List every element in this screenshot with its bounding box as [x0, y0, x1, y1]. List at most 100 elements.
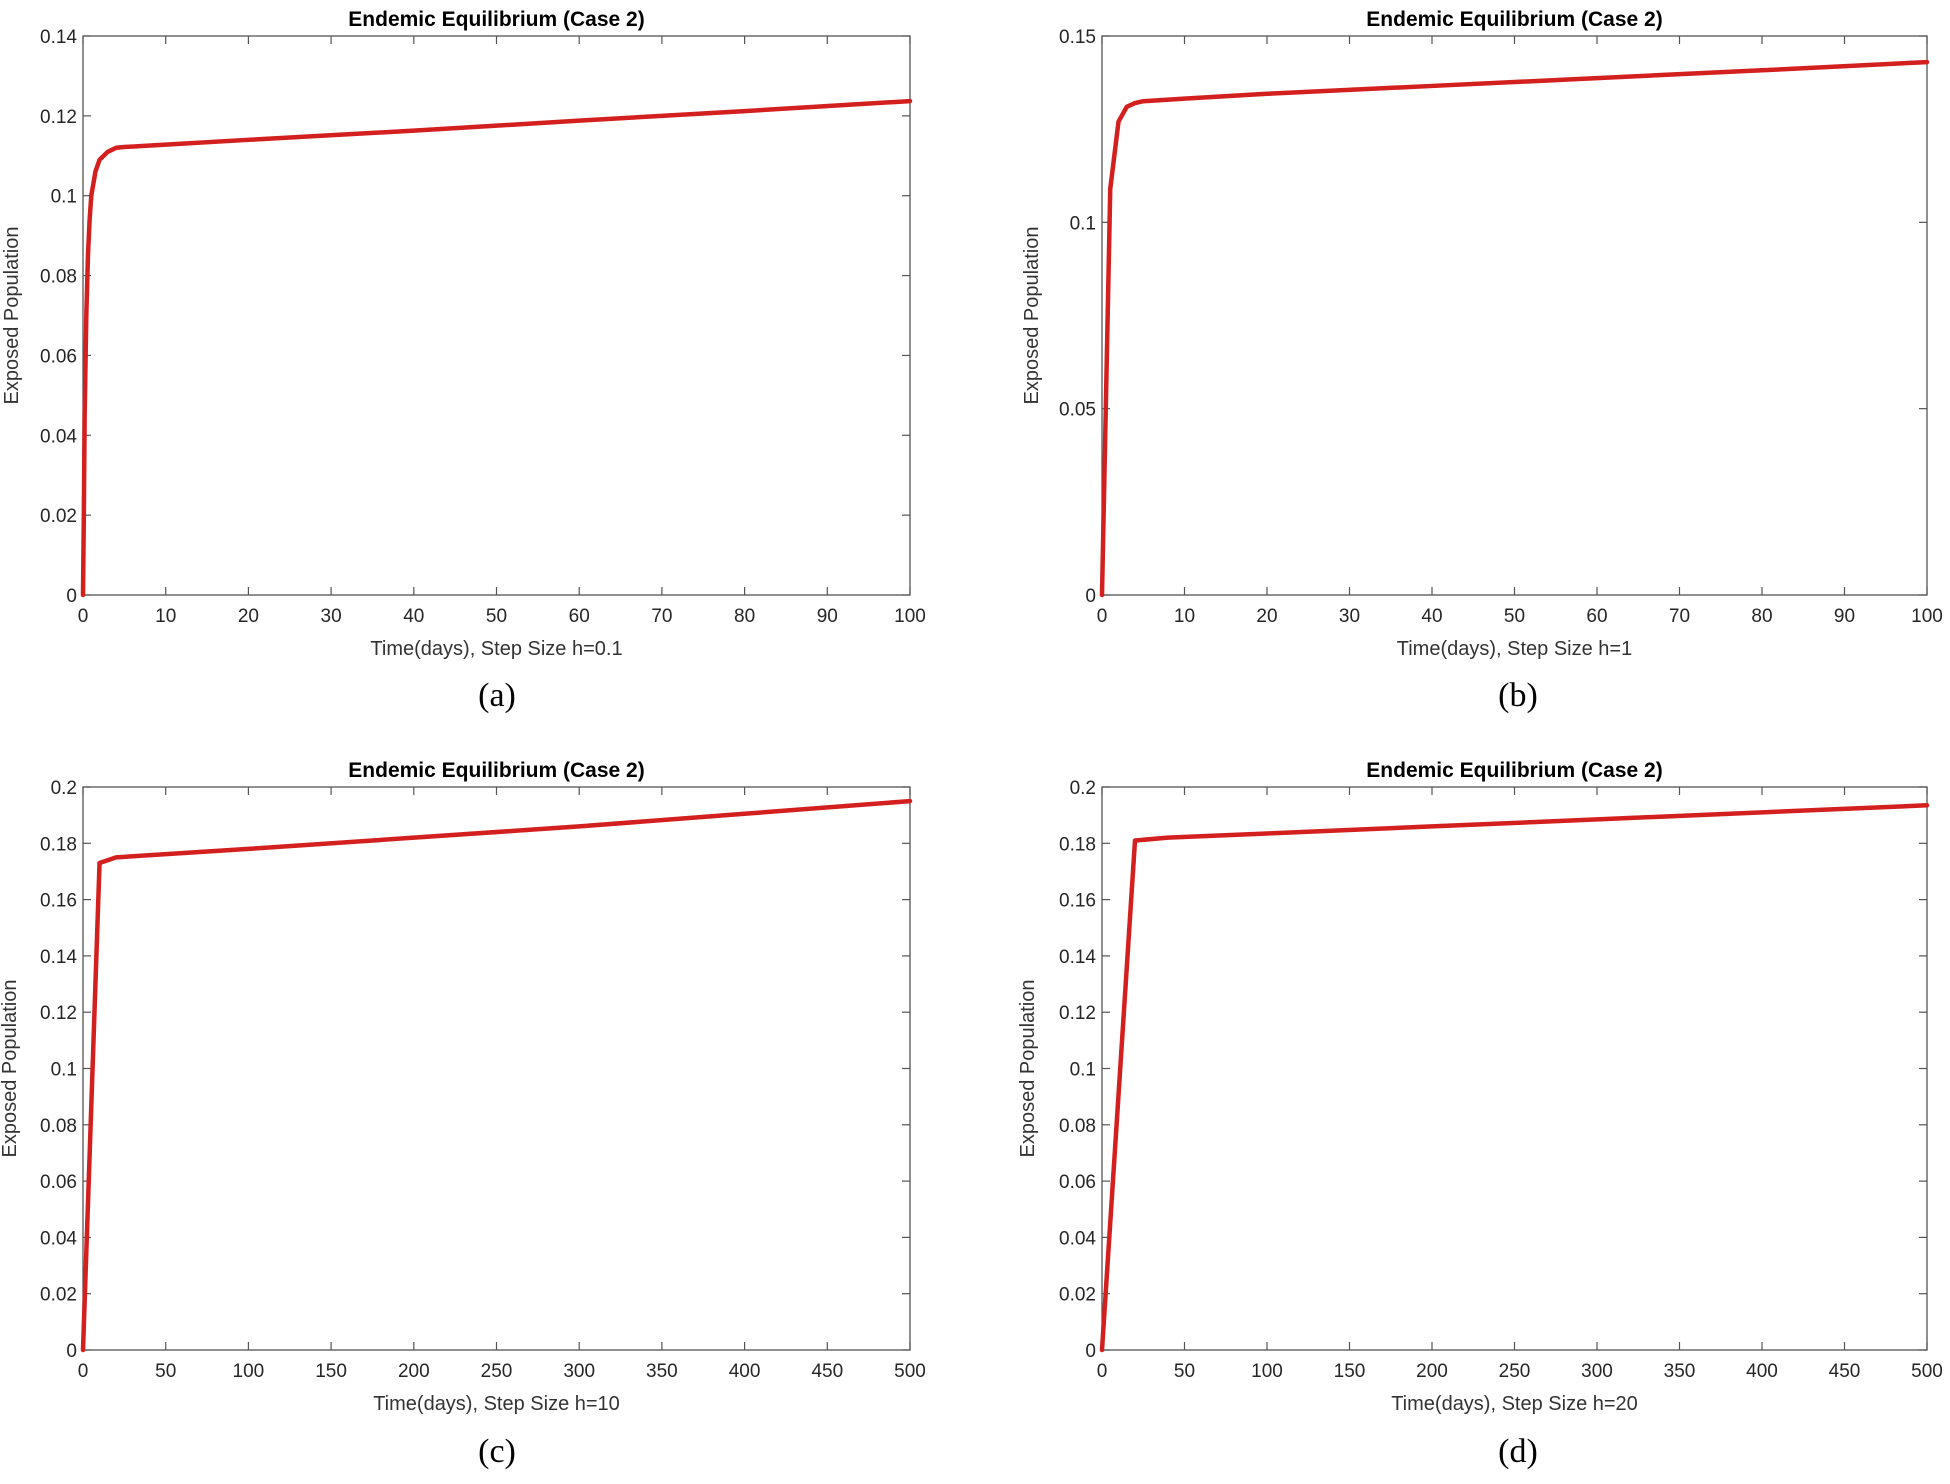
chart-title: Endemic Equilibrium (Case 2)	[348, 8, 644, 31]
y-tick-label: 0.14	[40, 947, 77, 968]
chart-title: Endemic Equilibrium (Case 2)	[1366, 759, 1662, 782]
y-tick-label: 0.18	[1059, 834, 1096, 855]
x-tick-label: 350	[1664, 1361, 1696, 1382]
y-tick-label: 0.05	[1059, 400, 1096, 421]
series-line-exposed	[1099, 803, 1930, 1353]
y-tick-label: 0.15	[1059, 27, 1096, 48]
panel-caption: (d)	[1498, 1433, 1538, 1470]
x-tick-label: 400	[729, 1361, 761, 1382]
x-tick-label: 100	[1911, 606, 1943, 627]
y-axis-label: Exposed Population	[1, 227, 23, 405]
x-tick-label: 80	[1751, 606, 1772, 627]
x-axis-label: Time(days), Step Size h=1	[1397, 638, 1632, 660]
y-tick-label: 0.12	[40, 1003, 77, 1024]
plot-frame	[1101, 786, 1928, 1351]
x-axis-label: Time(days), Step Size h=20	[1391, 1393, 1638, 1415]
y-tick-label: 0.16	[1059, 891, 1096, 912]
y-axis-label: Exposed Population	[0, 980, 21, 1158]
x-tick-label: 40	[1421, 606, 1442, 627]
x-tick-label: 60	[1586, 606, 1607, 627]
x-tick-label: 100	[1251, 1361, 1283, 1382]
x-tick-label: 100	[233, 1361, 265, 1382]
panel-caption: (a)	[478, 677, 516, 714]
x-tick-label: 90	[817, 606, 838, 627]
x-tick-label: 10	[1174, 606, 1195, 627]
x-tick-label: 70	[651, 606, 672, 627]
x-tick-label: 50	[1504, 606, 1525, 627]
x-tick-label: 70	[1669, 606, 1690, 627]
x-tick-label: 400	[1746, 1361, 1778, 1382]
x-tick-label: 450	[1829, 1361, 1861, 1382]
x-tick-label: 500	[1911, 1361, 1943, 1382]
y-tick-label: 0.2	[1070, 778, 1096, 799]
y-tick-label: 0.1	[51, 1060, 77, 1081]
y-tick-label: 0	[66, 586, 77, 607]
y-tick-label: 0.1	[1070, 1060, 1096, 1081]
x-tick-label: 50	[486, 606, 507, 627]
x-tick-label: 200	[1416, 1361, 1448, 1382]
x-tick-label: 90	[1834, 606, 1855, 627]
x-tick-label: 50	[155, 1361, 176, 1382]
x-axis-label: Time(days), Step Size h=10	[373, 1393, 620, 1415]
y-tick-label: 0.12	[40, 107, 77, 128]
y-tick-label: 0.02	[40, 1285, 77, 1306]
x-tick-label: 0	[78, 606, 89, 627]
plot-frame	[1101, 35, 1928, 596]
x-tick-label: 30	[1339, 606, 1360, 627]
x-tick-label: 40	[403, 606, 424, 627]
y-tick-label: 0.08	[1059, 1116, 1096, 1137]
x-tick-label: 350	[646, 1361, 678, 1382]
y-tick-label: 0.06	[1059, 1172, 1096, 1193]
x-tick-label: 80	[734, 606, 755, 627]
y-tick-label: 0.08	[40, 267, 77, 288]
chart-panel-d: 0 50 100 150 200 250 300 350 400 450 500 0 0.02 0.04 0…	[1017, 759, 1943, 1470]
y-tick-label: 0	[66, 1341, 77, 1362]
x-tick-label: 60	[569, 606, 590, 627]
plot-frame	[82, 786, 911, 1351]
y-tick-label: 0.1	[1070, 213, 1096, 234]
series-line-exposed	[80, 798, 913, 1353]
x-tick-label: 250	[1499, 1361, 1531, 1382]
y-tick-label: 0.04	[1059, 1228, 1096, 1249]
x-tick-label: 100	[894, 606, 926, 627]
y-tick-label: 0.08	[40, 1116, 77, 1137]
y-tick-label: 0.14	[40, 27, 77, 48]
x-axis-label: Time(days), Step Size h=0.1	[370, 638, 622, 660]
y-tick-label: 0.2	[51, 778, 77, 799]
y-axis-label: Exposed Population	[1017, 980, 1039, 1158]
x-tick-label: 10	[155, 606, 176, 627]
y-tick-label: 0.02	[1059, 1285, 1096, 1306]
x-tick-label: 150	[1334, 1361, 1366, 1382]
chart-panel-a: 0 10 20 30 40 50 60 70 80 90 100 0 0.02 0.04 0.06 0.08 0…	[1, 8, 926, 714]
y-tick-label: 0	[1085, 1341, 1096, 1362]
x-tick-label: 250	[481, 1361, 513, 1382]
y-tick-label: 0.06	[40, 1172, 77, 1193]
x-tick-label: 0	[1097, 1361, 1108, 1382]
x-tick-label: 30	[321, 606, 342, 627]
x-tick-label: 300	[1581, 1361, 1613, 1382]
y-axis-label: Exposed Population	[1021, 227, 1043, 405]
x-tick-label: 150	[315, 1361, 347, 1382]
x-tick-label: 450	[811, 1361, 843, 1382]
panel-caption: (c)	[478, 1433, 516, 1470]
x-tick-label: 0	[1097, 606, 1108, 627]
y-tick-label: 0.02	[40, 506, 77, 527]
panel-caption: (b)	[1498, 677, 1538, 714]
chart-title: Endemic Equilibrium (Case 2)	[1366, 8, 1662, 31]
chart-panel-b: 0 10 20 30 40 50 60 70 80 90 100 0 0.05 0.1 0.15 Endemi…	[1021, 8, 1943, 714]
y-tick-label: 0.1	[51, 187, 77, 208]
y-tick-label: 0.12	[1059, 1003, 1096, 1024]
y-tick-label: 0.18	[40, 834, 77, 855]
y-tick-label: 0.04	[40, 1228, 77, 1249]
x-tick-label: 20	[238, 606, 259, 627]
x-tick-label: 300	[563, 1361, 595, 1382]
series-line-exposed	[1099, 59, 1930, 598]
x-tick-label: 0	[78, 1361, 89, 1382]
y-tick-label: 0.14	[1059, 947, 1096, 968]
x-tick-label: 20	[1256, 606, 1277, 627]
chart-title: Endemic Equilibrium (Case 2)	[348, 759, 644, 782]
y-tick-label: 0.16	[40, 891, 77, 912]
x-tick-label: 50	[1174, 1361, 1195, 1382]
